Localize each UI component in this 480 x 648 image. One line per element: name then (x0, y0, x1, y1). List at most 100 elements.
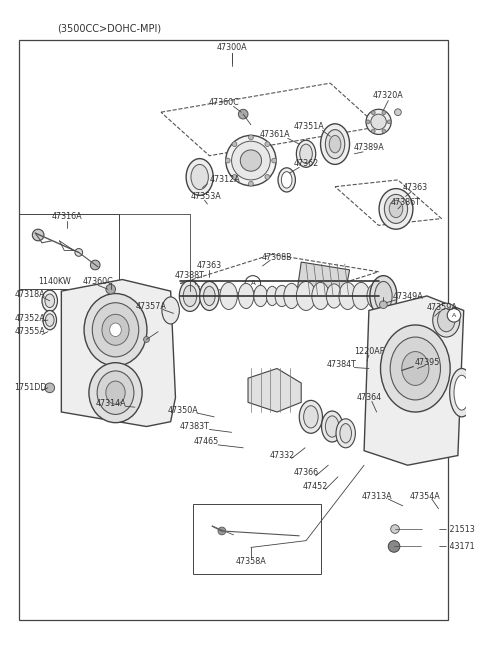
Circle shape (366, 120, 370, 124)
Ellipse shape (329, 135, 341, 153)
Ellipse shape (300, 144, 312, 163)
Ellipse shape (375, 281, 392, 310)
Ellipse shape (454, 375, 469, 410)
Circle shape (391, 525, 399, 533)
Text: 47364: 47364 (356, 393, 382, 402)
Ellipse shape (43, 310, 57, 330)
Text: 47354A: 47354A (409, 492, 440, 501)
Text: 47363: 47363 (403, 183, 428, 192)
Text: 47316A: 47316A (52, 212, 83, 221)
Ellipse shape (191, 165, 208, 190)
Ellipse shape (84, 294, 147, 366)
Ellipse shape (204, 286, 215, 306)
Ellipse shape (402, 352, 429, 386)
Ellipse shape (102, 314, 129, 345)
Text: 47362: 47362 (293, 159, 319, 168)
Text: 47363: 47363 (197, 262, 222, 270)
Ellipse shape (266, 286, 278, 306)
Ellipse shape (45, 294, 55, 308)
Ellipse shape (390, 337, 441, 400)
Bar (193, 504, 321, 573)
Ellipse shape (240, 150, 262, 171)
Ellipse shape (180, 281, 201, 312)
Polygon shape (248, 369, 301, 412)
Circle shape (249, 181, 253, 186)
Circle shape (272, 158, 276, 163)
Ellipse shape (183, 285, 197, 307)
Ellipse shape (46, 314, 54, 327)
Text: 47359A: 47359A (427, 303, 458, 312)
Text: 47360C: 47360C (83, 277, 113, 286)
Ellipse shape (239, 283, 254, 308)
Ellipse shape (384, 194, 408, 224)
Circle shape (388, 540, 400, 552)
Text: 47465: 47465 (194, 437, 219, 446)
Text: 47395: 47395 (414, 358, 440, 367)
Ellipse shape (254, 285, 267, 307)
Text: 47308B: 47308B (262, 253, 292, 262)
Text: 47318A: 47318A (15, 290, 46, 299)
Circle shape (90, 260, 100, 270)
Ellipse shape (220, 283, 238, 310)
Circle shape (387, 120, 391, 124)
Ellipse shape (322, 411, 343, 442)
Text: 47389A: 47389A (354, 143, 384, 152)
Polygon shape (296, 262, 349, 296)
Text: 47452: 47452 (303, 482, 328, 491)
Text: A: A (251, 281, 255, 286)
Ellipse shape (296, 140, 316, 167)
Circle shape (380, 301, 387, 308)
Ellipse shape (371, 350, 396, 387)
Ellipse shape (231, 141, 270, 180)
Ellipse shape (389, 200, 403, 218)
Circle shape (249, 135, 253, 140)
Ellipse shape (381, 325, 450, 412)
Text: 47383T: 47383T (180, 422, 210, 431)
Text: A: A (452, 313, 456, 318)
Ellipse shape (281, 172, 292, 188)
Text: 47352A: 47352A (15, 314, 46, 323)
Text: 47366: 47366 (293, 469, 319, 478)
Ellipse shape (433, 303, 460, 337)
Ellipse shape (89, 363, 142, 422)
Circle shape (265, 174, 270, 179)
Text: 47349A: 47349A (392, 292, 423, 301)
Text: — 43171: — 43171 (439, 542, 474, 551)
Text: — 21513: — 21513 (439, 524, 474, 533)
Circle shape (45, 383, 55, 393)
Ellipse shape (371, 114, 386, 130)
Ellipse shape (42, 290, 58, 312)
Ellipse shape (450, 369, 474, 417)
Circle shape (239, 110, 248, 119)
Text: 47361A: 47361A (260, 130, 290, 139)
Ellipse shape (92, 303, 139, 357)
Ellipse shape (336, 419, 355, 448)
Text: 47312A: 47312A (209, 176, 240, 185)
Ellipse shape (376, 356, 391, 381)
Circle shape (372, 111, 375, 115)
Text: 47314A: 47314A (96, 399, 126, 408)
Circle shape (75, 249, 83, 257)
Circle shape (382, 129, 386, 133)
Ellipse shape (325, 130, 345, 159)
Circle shape (144, 336, 149, 342)
Ellipse shape (339, 283, 356, 310)
Circle shape (245, 275, 261, 291)
Text: 47300A: 47300A (216, 43, 247, 52)
Circle shape (265, 142, 270, 146)
Ellipse shape (162, 297, 180, 324)
Ellipse shape (284, 283, 299, 308)
Text: 47320A: 47320A (373, 91, 404, 100)
Text: 47355A: 47355A (15, 327, 46, 336)
Text: 1140KW: 1140KW (38, 277, 71, 286)
Ellipse shape (186, 159, 213, 195)
Text: 47384T: 47384T (327, 360, 357, 369)
Circle shape (372, 129, 375, 133)
Bar (19, 214, 120, 289)
Ellipse shape (321, 124, 349, 165)
Circle shape (106, 284, 116, 294)
Polygon shape (61, 279, 176, 426)
Ellipse shape (278, 168, 295, 192)
Ellipse shape (226, 135, 276, 186)
Ellipse shape (200, 281, 219, 310)
